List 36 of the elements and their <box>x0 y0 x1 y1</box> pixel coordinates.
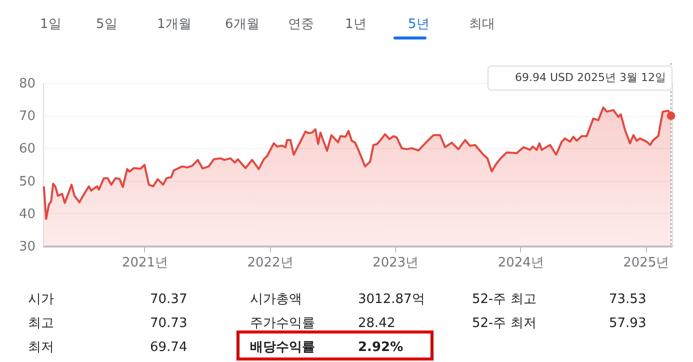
text: 1개월 <box>157 17 192 32</box>
text: 최고 <box>28 316 54 331</box>
text: 최대 <box>469 17 495 32</box>
y-tick-label: 80 <box>18 76 36 92</box>
text: 70.73 <box>150 316 188 331</box>
text: 52-주 최저 <box>472 316 536 331</box>
x-tick-label: 2023년 <box>372 256 419 270</box>
text: 1일 <box>40 17 62 32</box>
text: 배당수익률 <box>250 340 315 355</box>
text: 69.74 <box>150 340 188 355</box>
y-tick-label: 60 <box>18 142 36 157</box>
annotation: 69.94 USD 2025년 3월 12일 <box>515 71 666 84</box>
text: 73.53 <box>609 292 646 307</box>
text: 2.92% <box>358 340 404 355</box>
text: 5년 <box>408 17 430 32</box>
y-tick-label: 70 <box>18 109 36 124</box>
x-tick-label: 2025년 <box>623 256 670 270</box>
text: 1년 <box>345 17 366 32</box>
text: 최저 <box>28 340 54 355</box>
y-tick-label: 50 <box>18 174 36 190</box>
text: 3012.87억 <box>358 292 425 307</box>
text: 시가 <box>28 292 54 307</box>
text: 6개월 <box>225 17 260 32</box>
x-tick-label: 2021년 <box>122 256 168 270</box>
text: 시가총액 <box>250 292 302 307</box>
y-tick-label: 40 <box>18 206 36 222</box>
y-tick-label: 30 <box>18 240 36 254</box>
text: 28.42 <box>358 316 396 331</box>
text: 주가수익률 <box>250 316 315 331</box>
text: 52-주 최고 <box>472 292 536 307</box>
text: 5일 <box>96 17 118 32</box>
text: 연중 <box>288 17 314 32</box>
x-tick-label: 2024년 <box>498 256 544 270</box>
text: 57.93 <box>609 316 646 331</box>
x-tick-label: 2022년 <box>247 256 294 270</box>
text: 70.37 <box>150 292 188 307</box>
